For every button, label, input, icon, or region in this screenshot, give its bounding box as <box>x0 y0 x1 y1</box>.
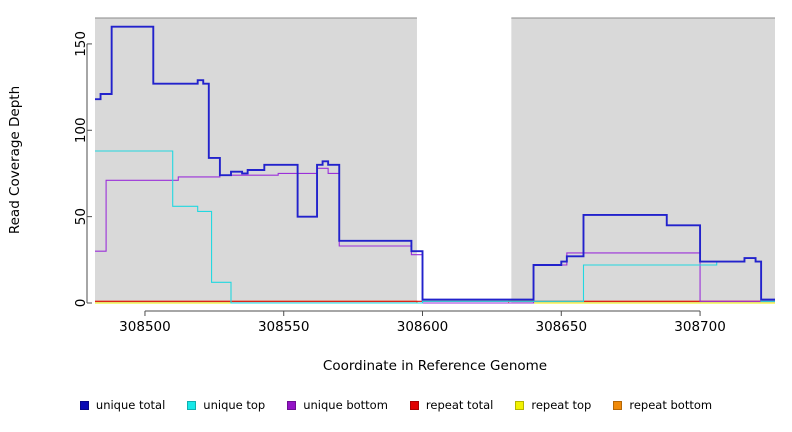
legend-item: unique total <box>79 398 166 412</box>
legend-item: repeat total <box>409 398 494 412</box>
chart-legend: unique total unique top unique bottom repea… <box>0 398 792 412</box>
legend-item: repeat bottom <box>613 398 712 412</box>
x-axis-title-text: Coordinate in Reference Genome <box>322 358 548 374</box>
series-line <box>95 167 775 304</box>
y-axis-title-text: Read Coverage Depth <box>7 85 23 235</box>
y-axis-tick-label: 50 <box>73 208 89 225</box>
x-axis-tick-label: 308600 <box>397 319 449 335</box>
y-axis-tick-label: 0 <box>73 299 89 308</box>
legend-item: unique bottom <box>287 398 388 412</box>
shaded-region <box>511 18 775 303</box>
legend-label: unique bottom <box>303 398 388 412</box>
legend-swatch-icon <box>187 400 197 410</box>
legend-label: unique total <box>95 398 166 412</box>
y-axis-tick-label: 150 <box>73 31 89 57</box>
series-line <box>95 25 775 301</box>
x-axis-title: Coordinate in Reference Genome <box>95 358 775 374</box>
x-axis-tick-label: 308500 <box>119 319 171 335</box>
legend-item: unique top <box>187 398 265 412</box>
y-axis-tick-label: 100 <box>73 117 89 143</box>
legend-label: unique top <box>203 398 266 412</box>
shaded-region <box>95 18 417 303</box>
legend-swatch-icon <box>515 400 525 410</box>
legend-swatch-icon <box>287 400 297 410</box>
legend-swatch-icon <box>409 400 419 410</box>
y-axis-title: Read Coverage Depth <box>0 0 30 320</box>
legend-item: repeat top <box>515 398 591 412</box>
x-axis-tick-label: 308650 <box>536 319 588 335</box>
x-axis-tick-label: 308550 <box>258 319 310 335</box>
legend-swatch-icon <box>79 400 89 410</box>
legend-label: repeat total <box>425 398 494 412</box>
legend-label: repeat bottom <box>629 398 713 412</box>
legend-label: repeat top <box>531 398 592 412</box>
x-axis-tick-label: 308700 <box>674 319 726 335</box>
legend-swatch-icon <box>613 400 623 410</box>
